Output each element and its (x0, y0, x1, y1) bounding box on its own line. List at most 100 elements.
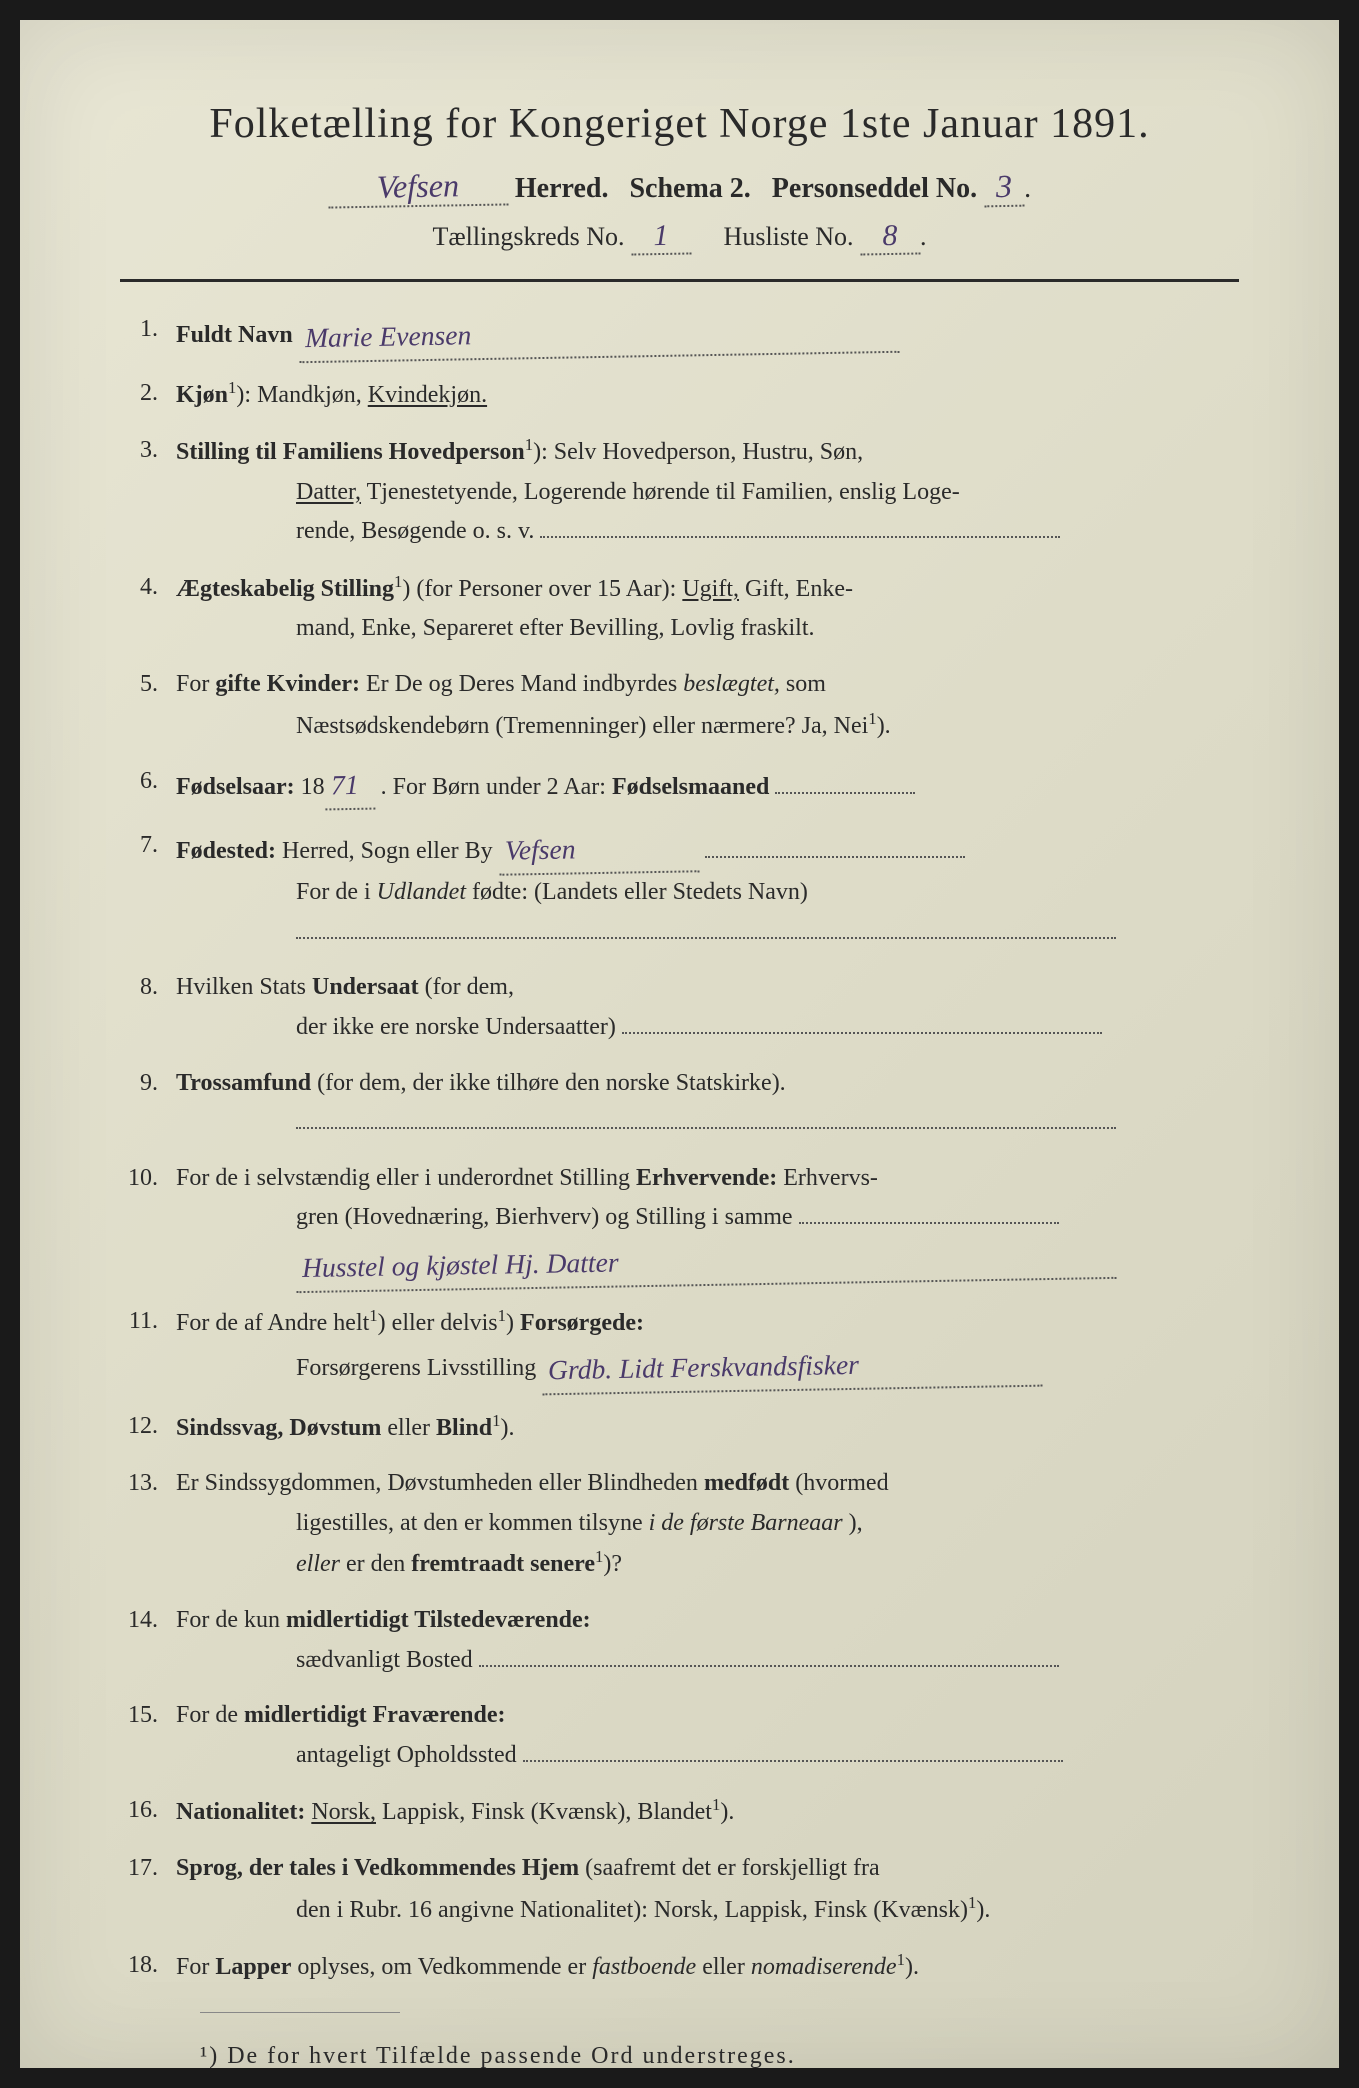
field-5-text2: som (786, 671, 826, 697)
field-13-text4: ), (849, 1510, 863, 1536)
field-10-text3: gren (Hovednæring, Bierhverv) og Stillin… (296, 1204, 793, 1230)
field-8-text1: Hvilken Stats (176, 974, 312, 1000)
field-18-italic2: nomadiserende (751, 1954, 897, 1980)
field-9-label: Trossamfund (176, 1070, 311, 1096)
header-line-2: Tællingskreds No. 1 Husliste No. 8. (120, 219, 1239, 255)
field-8: 8. Hvilken Stats Undersaat (for dem, der… (120, 968, 1239, 1047)
field-1-label: Fuldt Navn (176, 322, 293, 348)
field-13-text1: Er Sindssygdommen, Døvstumheden eller Bl… (176, 1470, 704, 1496)
field-5-text3: Næstsødskendebørn (Tremenninger) eller n… (296, 713, 868, 739)
field-11-text2: eller delvis (392, 1310, 498, 1336)
herred-value: Vefsen (328, 166, 509, 208)
field-17-label: Sprog, der tales i Vedkommendes Hjem (176, 1855, 579, 1881)
field-6-value: 71 (324, 762, 375, 810)
field-16-label: Nationalitet: (176, 1799, 305, 1825)
field-3: 3. Stilling til Familiens Hovedperson1):… (120, 431, 1239, 552)
field-15-text2: antageligt Opholdssted (296, 1742, 517, 1768)
field-10: 10. For de i selvstændig eller i underor… (120, 1159, 1239, 1286)
field-3-fill (540, 536, 1060, 538)
field-2-options: Mandkjøn, (257, 382, 368, 408)
field-14-label: midlertidigt Tilstedeværende: (286, 1607, 591, 1633)
field-17-text1: (saafremt det er forskjelligt fra (585, 1855, 880, 1881)
field-10-label: Erhvervende: (636, 1165, 777, 1191)
field-18-text1: For (176, 1954, 215, 1980)
field-3-selected: Datter, (296, 479, 361, 505)
field-13-italic1: i de første Barneaar (649, 1510, 843, 1536)
personseddel-value: 3 (984, 168, 1025, 208)
field-11-label: Forsørgede: (520, 1310, 644, 1336)
header-line-1: Vefsen Herred. Schema 2. Personseddel No… (120, 168, 1239, 207)
footnote: ¹) De for hvert Tilfælde passende Ord un… (120, 2043, 1239, 2070)
field-16-num: 16. (120, 1791, 176, 1833)
field-9-num: 9. (120, 1064, 176, 1143)
field-10-text1: For de i selvstændig eller i underordnet… (176, 1165, 636, 1191)
field-4-num: 4. (120, 568, 176, 649)
field-15: 15. For de midlertidigt Fraværende: anta… (120, 1696, 1239, 1775)
field-9: 9. Trossamfund (for dem, der ikke tilhør… (120, 1064, 1239, 1143)
field-18: 18. For Lapper oplyses, om Vedkommende e… (120, 1946, 1239, 1988)
field-7-italic1: Udlandet (377, 879, 466, 905)
field-8-fill (622, 1032, 1102, 1034)
field-7-num: 7. (120, 826, 176, 953)
field-6-fill (775, 792, 915, 794)
field-9-text1: (for dem, der ikke tilhøre den norske St… (317, 1070, 786, 1096)
field-18-italic1: fastboende (592, 1954, 696, 1980)
husliste-value: 8 (860, 218, 921, 255)
field-15-label: midlertidigt Fraværende: (244, 1702, 506, 1728)
field-4-selected: Ugift, (682, 576, 739, 602)
field-12: 12. Sindssvag, Døvstum eller Blind1). (120, 1407, 1239, 1449)
field-5-italic1: beslægtet, (683, 671, 780, 697)
field-16-text1: Lappisk, Finsk (Kvænsk), Blandet (382, 1799, 712, 1825)
field-18-text2: oplyses, om Vedkommende er (297, 1954, 592, 1980)
field-13-italic2: eller (296, 1551, 340, 1577)
field-3-num: 3. (120, 431, 176, 552)
field-17-text2: den i Rubr. 16 angivne Nationalitet): No… (296, 1897, 968, 1923)
field-1-value: Marie Evensen (298, 305, 899, 363)
field-18-num: 18. (120, 1946, 176, 1988)
field-12-label: Sindssvag, Døvstum (176, 1415, 381, 1441)
field-7-text1: Herred, Sogn eller By (282, 838, 493, 864)
field-6-prefix: 18 (301, 774, 325, 800)
field-14-text1: For de kun (176, 1607, 286, 1633)
field-4-text2: Gift, Enke- (745, 576, 853, 602)
field-7-text2: For de i (296, 879, 377, 905)
field-11-text3: Forsørgerens Livsstilling (296, 1355, 536, 1381)
field-5-label2: gifte Kvinder: (215, 671, 360, 697)
field-13-text2: (hvormed (795, 1470, 888, 1496)
field-2-num: 2. (120, 374, 176, 416)
field-7-label: Fødested: (176, 838, 276, 864)
field-7-fill1 (705, 856, 965, 858)
field-14-num: 14. (120, 1601, 176, 1680)
field-10-value: Husstel og kjøstel Hj. Datter (296, 1231, 1117, 1293)
field-9-fill (296, 1127, 1116, 1129)
field-3-label: Stilling til Familiens Hovedperson (176, 439, 525, 465)
field-13-label: medfødt (704, 1470, 789, 1496)
field-4-label: Ægteskabelig Stilling (176, 576, 394, 602)
field-1-num: 1. (120, 310, 176, 358)
field-6-num: 6. (120, 762, 176, 810)
field-6-text1: . For Børn under 2 Aar: (381, 774, 612, 800)
field-16: 16. Nationalitet: Norsk, Lappisk, Finsk … (120, 1791, 1239, 1833)
field-5: 5. For gifte Kvinder: Er De og Deres Man… (120, 665, 1239, 746)
divider (120, 279, 1239, 282)
field-15-text1: For de (176, 1702, 244, 1728)
field-17-num: 17. (120, 1849, 176, 1930)
field-10-text2: Erhvervs- (783, 1165, 878, 1191)
herred-label: Herred. (515, 173, 609, 204)
field-6: 6. Fødselsaar: 1871 . For Børn under 2 A… (120, 762, 1239, 810)
field-18-text3: eller (702, 1954, 751, 1980)
field-10-fill1 (799, 1222, 1059, 1224)
field-8-label: Undersaat (312, 974, 419, 1000)
taellingskreds-label: Tællingskreds No. (432, 222, 624, 251)
taellingskreds-value: 1 (631, 218, 692, 255)
field-7-text3: fødte: (Landets eller Stedets Navn) (472, 879, 808, 905)
field-5-label1: For (176, 671, 215, 697)
field-17: 17. Sprog, der tales i Vedkommendes Hjem… (120, 1849, 1239, 1930)
field-13-text5: er den (346, 1551, 411, 1577)
field-7-value: Vefsen (498, 824, 699, 875)
field-2: 2. Kjøn1): Mandkjøn, Kvindekjøn. (120, 374, 1239, 416)
field-7: 7. Fødested: Herred, Sogn eller By Vefse… (120, 826, 1239, 953)
field-4: 4. Ægteskabelig Stilling1) (for Personer… (120, 568, 1239, 649)
census-form-document: Folketælling for Kongeriget Norge 1ste J… (20, 20, 1339, 2068)
field-6-label: Fødselsaar: (176, 774, 295, 800)
